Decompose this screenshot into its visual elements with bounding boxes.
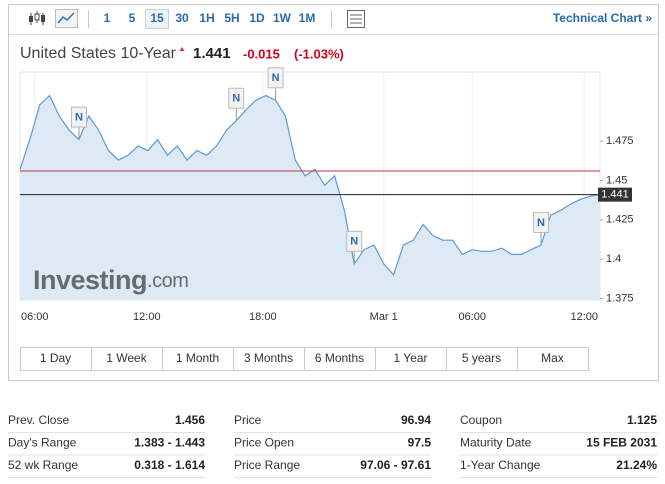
table-icon[interactable] [347,10,365,28]
stat-label: Price [234,413,262,427]
interval-selected [145,9,169,29]
range-button-label[interactable]: 1 Week [106,351,147,365]
current-price-label: 1.441 [601,189,629,201]
stat-label: Coupon [460,413,502,427]
news-marker[interactable] [267,67,284,89]
area-fill [20,95,600,300]
line-icon[interactable] [55,9,78,28]
news-marker-label[interactable]: N [350,236,358,248]
news-marker-label[interactable]: N [232,93,240,105]
price-line [19,94,601,276]
y-tick-label: 1.425 [606,214,634,226]
news-marker[interactable] [533,211,550,233]
technical-chart-link[interactable]: Technical Chart » [553,11,652,25]
watermark-suffix: .com [147,270,188,292]
stat-label: Price Open [234,436,294,450]
stat-label: 52 wk Range [8,458,78,472]
range-button-label[interactable]: 1 Year [393,351,427,365]
range-button-label[interactable]: 1 Month [176,351,219,365]
candle-icon[interactable] [29,11,45,25]
last-price: 1.441 [193,45,231,62]
stat-label: 1-Year Change [460,458,541,472]
range-button-label[interactable]: 3 Months [244,351,293,365]
interval-button[interactable]: 1W [273,11,292,25]
news-marker[interactable] [346,230,363,252]
watermark: Investing.com [33,265,188,295]
news-marker-label[interactable]: N [272,72,280,84]
y-tick-label: 1.45 [606,174,627,186]
range-button-label[interactable]: 1 Day [40,351,71,365]
stat-value: 1.125 [627,413,657,427]
stat-value: 1.383 - 1.443 [134,436,205,450]
x-tick-label: 06:00 [21,311,49,323]
price-change: -0.015 [243,46,280,61]
stat-value: 97.06 - 97.61 [360,458,431,472]
y-tick-label: 1.4 [606,253,621,265]
interval-button[interactable]: 1H [199,11,214,25]
news-marker[interactable] [228,87,245,109]
stat-value: 0.318 - 1.614 [134,458,205,472]
stat-value: 1.456 [175,413,205,427]
x-tick-label: 12:00 [571,311,599,323]
news-marker-label[interactable]: N [537,217,545,229]
news-marker[interactable] [70,106,87,128]
stat-label: Prev. Close [8,413,69,427]
price-change-percent: (-1.03%) [294,46,344,61]
down-arrow [179,47,185,51]
interval-button[interactable]: 5 [129,11,136,25]
interval-button[interactable]: 1M [299,11,316,25]
interval-button[interactable]: 30 [175,11,189,25]
stat-label: Price Range [234,458,300,472]
range-button-label[interactable]: Max [541,351,564,365]
instrument-name: United States 10-Year [20,45,177,62]
x-tick-label: 06:00 [458,311,486,323]
news-marker-label[interactable]: N [75,112,83,124]
watermark-brand: Investing [33,265,147,295]
x-tick-label: 18:00 [249,311,277,323]
interval-button[interactable]: 1D [249,11,265,25]
y-tick-label: 1.475 [606,135,634,147]
interval-button[interactable]: 5H [224,11,239,25]
interval-button[interactable]: 15 [150,11,164,25]
stat-value: 15 FEB 2031 [586,436,657,450]
interval-button[interactable]: 1 [104,11,111,25]
x-tick-label: Mar 1 [370,311,398,323]
range-button-label[interactable]: 6 Months [315,351,364,365]
range-button-label[interactable]: 5 years [462,351,501,365]
x-tick-label: 12:00 [133,311,161,323]
current-price-box [598,187,632,202]
stat-label: Maturity Date [460,436,532,450]
stat-label: Day's Range [8,436,77,450]
stat-value: 21.24% [616,458,657,472]
range-button[interactable] [517,347,589,371]
stat-value: 97.5 [408,436,432,450]
y-tick-label: 1.375 [606,292,634,304]
stat-value: 96.94 [401,413,431,427]
